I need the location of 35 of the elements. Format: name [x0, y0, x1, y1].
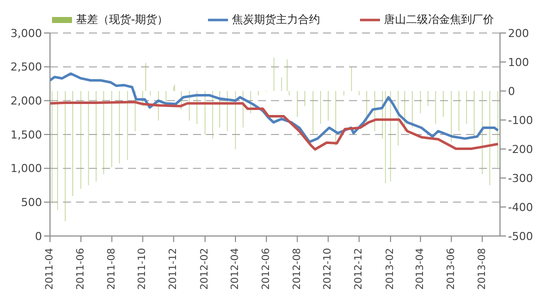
y2-tick-label: 0 — [508, 84, 515, 98]
y2-tick-label: -200 — [508, 142, 533, 156]
y2-tick-label: 200 — [508, 26, 529, 40]
x-tick-label: 2012-02 — [200, 248, 211, 290]
x-tick-label: 2013-08 — [476, 248, 488, 290]
y2-tick-label: -100 — [508, 114, 533, 127]
x-tick-label: 2013-02 — [385, 248, 396, 290]
y2-tick-label: -300 — [508, 172, 533, 185]
x-tick-label: 2012-06 — [260, 248, 272, 290]
y-tick-label: 3,000 — [10, 26, 42, 40]
x-tick-label: 2012-10 — [322, 248, 334, 290]
y-tick-label: 2,500 — [10, 60, 42, 74]
legend-label: 基差（现货-期货） — [75, 12, 168, 27]
x-tick-label: 2012-04 — [230, 248, 241, 290]
x-tick-label: 2011-10 — [137, 248, 148, 290]
y-tick-label: 0 — [35, 230, 42, 243]
y2-tick-label: -400 — [508, 200, 533, 214]
legend-label: 焦炭期货主力合约 — [230, 12, 320, 27]
y2-tick-label: 100 — [508, 56, 529, 69]
x-tick-label: 2011-08 — [106, 248, 118, 290]
x-tick-label: 2012-08 — [292, 248, 303, 290]
y2-tick-label: -500 — [508, 230, 533, 243]
y-tick-label: 1,500 — [10, 128, 42, 142]
x-tick-label: 2011-04 — [44, 248, 56, 290]
legend-label: 唐山二级冶金焦到厂价 — [382, 12, 494, 27]
x-tick-label: 2011-06 — [75, 248, 86, 290]
x-tick-label: 2011-12 — [168, 248, 180, 290]
x-tick-label: 2013-06 — [446, 248, 457, 290]
y-tick-label: 500 — [21, 196, 42, 210]
line-series — [50, 72, 500, 144]
x-tick-label: 2012-12 — [354, 248, 365, 290]
line-series — [50, 100, 500, 151]
y-tick-label: 1,000 — [10, 162, 42, 176]
x-tick-label: 2013-04 — [414, 248, 426, 290]
y-tick-label: 2,000 — [10, 94, 42, 108]
